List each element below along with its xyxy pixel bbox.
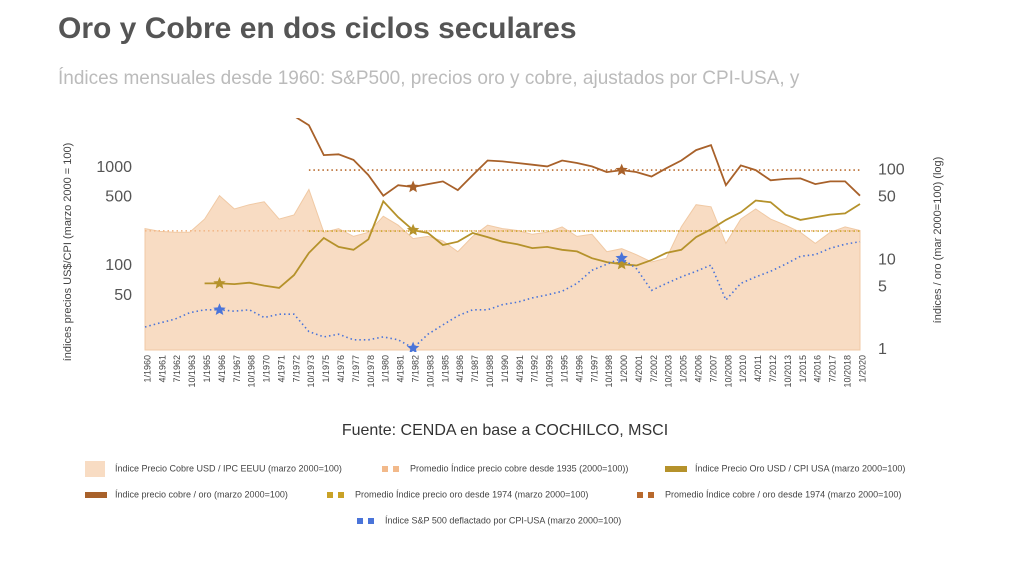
x-tick-label: 10/1968 [247, 355, 257, 388]
legend-label: Promedio Índice precio cobre desde 1935 … [410, 463, 628, 473]
x-tick-label: 1/1975 [321, 355, 331, 383]
x-tick-label: 1/2010 [738, 355, 748, 383]
star-marker [406, 223, 420, 236]
x-tick-label: 4/2006 [694, 355, 704, 383]
line [204, 199, 861, 289]
y2-tick-label: 50 [878, 188, 896, 205]
chart-subtitle: Índices mensuales desde 1960: S&P500, pr… [58, 68, 800, 89]
x-tick-label: 10/1978 [366, 355, 376, 388]
x-tick-label: 4/1966 [217, 355, 227, 383]
area [144, 188, 861, 351]
y-axis-label: índices precios US$/CPI (marzo 2000 = 10… [62, 143, 74, 362]
x-tick-label: 1/1980 [381, 355, 391, 383]
y2-tick-label: 5 [878, 278, 887, 295]
x-tick-label: 1/1985 [440, 355, 450, 383]
star-marker [615, 257, 628, 270]
plot-area [144, 118, 861, 352]
x-tick-label: 10/1993 [545, 355, 555, 388]
x-tick-label: 4/2016 [813, 355, 823, 383]
y2-axis-label: índices / oro (mar 2000=100) (log) [932, 157, 944, 324]
legend-swatch [338, 492, 344, 498]
star-marker [213, 303, 226, 315]
legend-label: Índice precio cobre / oro (marzo 2000=10… [115, 489, 288, 499]
legend-swatch [85, 461, 105, 477]
x-tick-label: 4/1981 [396, 355, 406, 383]
star-marker [615, 251, 628, 264]
x-tick-label: 10/1998 [604, 355, 614, 388]
x-tick-label: 7/2017 [828, 355, 838, 383]
legend-label: Promedio Índice precio oro desde 1974 (m… [355, 489, 588, 499]
x-tick-label: 1/2005 [679, 355, 689, 383]
star-marker [406, 341, 420, 352]
x-tick-label: 4/2001 [634, 355, 644, 383]
legend-swatch [85, 492, 107, 498]
y-tick-label: 50 [114, 287, 132, 304]
x-tick-label: 7/1992 [530, 355, 540, 383]
x-tick-label: 10/2018 [842, 355, 852, 388]
x-tick-label: 7/1987 [470, 355, 480, 383]
y2-tick-label: 10 [878, 251, 896, 268]
x-tick-label: 4/1971 [276, 355, 286, 383]
x-tick-label: 4/2011 [753, 355, 763, 382]
x-tick-label: 10/1963 [187, 355, 197, 388]
x-tick-label: 7/1977 [351, 355, 361, 383]
x-tick-label: 7/1967 [232, 355, 242, 383]
x-tick-label: 10/2008 [723, 355, 733, 388]
legend-swatch [382, 466, 388, 472]
x-tick-label: 10/1973 [306, 355, 316, 388]
legend-label: Promedio Índice cobre / oro desde 1974 (… [665, 489, 901, 499]
x-tick-label: 10/2013 [783, 355, 793, 388]
dotted-line [144, 240, 861, 350]
y-tick-label: 500 [105, 189, 132, 206]
x-tick-label: 1/1960 [142, 355, 152, 383]
x-tick-label: 1/2015 [798, 355, 808, 383]
source: Fuente: CENDA en base a COCHILCO, MSCI [342, 422, 668, 439]
legend-label: Índice Precio Cobre USD / IPC EEUU (marz… [115, 463, 342, 473]
legend-swatch [357, 518, 363, 524]
x-tick-label: 7/2002 [649, 355, 659, 383]
x-tick-label: 10/1988 [485, 355, 495, 388]
legend-swatch [665, 466, 687, 472]
x-tick-label: 1/1995 [559, 355, 569, 383]
y2-tick-label: 100 [878, 161, 905, 178]
x-tick-label: 1/1965 [202, 355, 212, 383]
x-tick-label: 1/1990 [500, 355, 510, 383]
x-tick-label: 4/1991 [515, 355, 525, 383]
y2-tick-label: 1 [878, 341, 887, 358]
legend-swatch [368, 518, 374, 524]
y-tick-label: 100 [105, 257, 132, 274]
legend-label: Índice Precio Oro USD / CPI USA (marzo 2… [695, 463, 905, 473]
x-tick-label: 7/2007 [708, 355, 718, 383]
x-tick-label: 7/1972 [291, 355, 301, 383]
x-tick-label: 7/1982 [411, 355, 421, 383]
x-tick-label: 7/1962 [172, 355, 182, 383]
x-tick-label: 7/1997 [589, 355, 599, 383]
legend-swatch [393, 466, 399, 472]
x-tick-label: 1/2000 [619, 355, 629, 383]
x-tick-label: 4/1986 [455, 355, 465, 383]
legend-swatch [327, 492, 333, 498]
x-tick-label: 7/2012 [768, 355, 778, 383]
x-tick-label: 4/1961 [157, 355, 167, 383]
x-tick-label: 4/1996 [574, 355, 584, 383]
chart-title: Oro y Cobre en dos ciclos seculares [58, 12, 577, 45]
x-tick-label: 4/1976 [336, 355, 346, 383]
x-tick-label: 10/2003 [664, 355, 674, 388]
legend-label: Índice S&P 500 deflactado por CPI-USA (m… [385, 515, 621, 525]
legend-swatch [648, 492, 654, 498]
x-tick-label: 10/1983 [425, 355, 435, 388]
star-marker [213, 276, 226, 289]
y-tick-label: 1000 [96, 159, 132, 176]
star-marker [406, 180, 420, 193]
legend-swatch [637, 492, 643, 498]
x-tick-label: 1/1970 [262, 355, 272, 383]
x-tick-label: 1/2020 [857, 355, 867, 383]
line [295, 118, 861, 197]
star-marker [615, 163, 628, 176]
